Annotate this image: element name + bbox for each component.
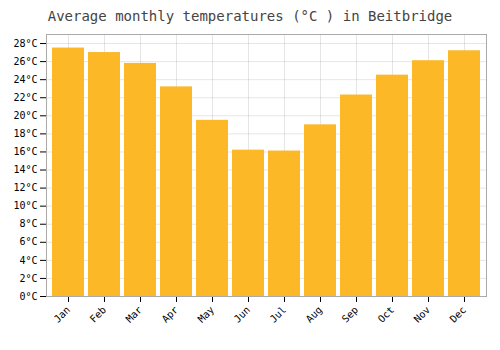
- svg-text:Mar: Mar: [124, 304, 145, 325]
- svg-text:Aug: Aug: [304, 304, 325, 325]
- svg-text:Nov: Nov: [412, 304, 433, 325]
- svg-text:14°C: 14°C: [13, 164, 37, 175]
- svg-text:24°C: 24°C: [13, 74, 37, 85]
- svg-text:10°C: 10°C: [13, 200, 37, 211]
- svg-text:0°C: 0°C: [19, 291, 37, 302]
- svg-text:18°C: 18°C: [13, 128, 37, 139]
- svg-text:Apr: Apr: [160, 304, 181, 325]
- svg-text:2°C: 2°C: [19, 273, 37, 284]
- svg-text:Jul: Jul: [268, 304, 289, 325]
- svg-text:6°C: 6°C: [19, 236, 37, 247]
- svg-text:8°C: 8°C: [19, 218, 37, 229]
- svg-text:12°C: 12°C: [13, 182, 37, 193]
- svg-text:Dec: Dec: [448, 304, 469, 325]
- svg-text:Jun: Jun: [232, 304, 253, 325]
- svg-text:20°C: 20°C: [13, 110, 37, 121]
- svg-text:Jan: Jan: [52, 304, 73, 325]
- svg-text:26°C: 26°C: [13, 56, 37, 67]
- html-text:Average monthly temperatures (: Average monthly temperatures (°C ) in Be…: [47, 8, 453, 24]
- svg-text:28°C: 28°C: [13, 38, 37, 49]
- svg-text:4°C: 4°C: [19, 255, 37, 266]
- svg-text:22°C: 22°C: [13, 92, 37, 103]
- svg-text:16°C: 16°C: [13, 146, 37, 157]
- svg-text:May: May: [196, 304, 217, 325]
- svg-text:Oct: Oct: [376, 304, 397, 325]
- svg-text:Sep: Sep: [340, 304, 361, 325]
- svg-text:Feb: Feb: [88, 304, 109, 325]
